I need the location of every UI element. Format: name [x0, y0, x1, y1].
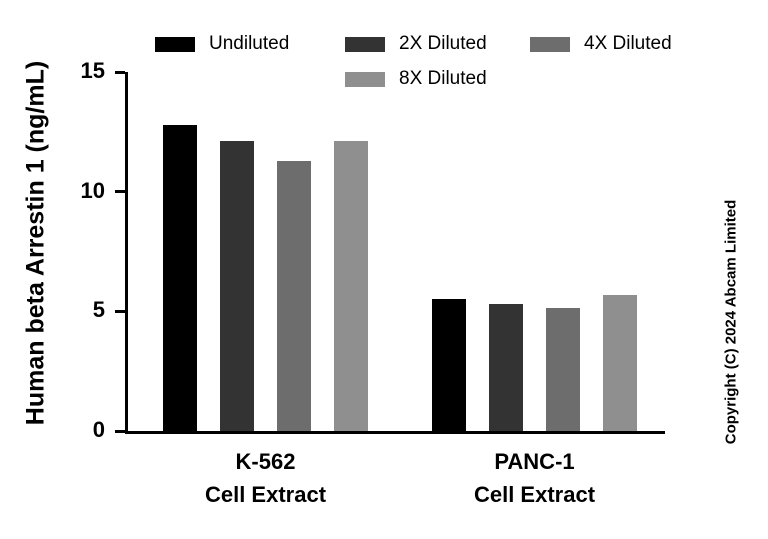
legend-label: 4X Diluted	[584, 33, 672, 54]
bar-undiluted	[432, 299, 466, 431]
legend-swatch	[530, 36, 570, 52]
bar-4x-diluted	[277, 160, 311, 431]
y-axis-tick	[115, 309, 125, 313]
category-label-line: PANC-1	[494, 449, 575, 474]
legend-item: 8X Diluted	[345, 68, 487, 90]
category-label-line: Cell Extract	[204, 482, 327, 507]
category-label: PANC-1 Cell Extract	[425, 445, 645, 511]
y-tick-label: 15	[80, 58, 105, 83]
bar-undiluted	[163, 124, 197, 431]
plot-area: 0 5 10 15 K-562 Cell Extract PANC-1 Cell Extrac…	[81, 60, 665, 507]
legend-swatch	[155, 36, 195, 52]
legend-label: Undiluted	[209, 33, 290, 54]
legend-item: 2X Diluted	[345, 33, 487, 55]
category-label-line: K-562	[235, 449, 296, 474]
legend-label: 2X Diluted	[399, 33, 487, 54]
y-axis-title: Human beta Arrestin 1 (ng/mL)	[21, 60, 50, 426]
bar-8x-diluted	[603, 294, 637, 431]
legend: Undiluted 2X Diluted 4X Diluted 8X Diluted	[0, 0, 768, 95]
y-tick-label: 0	[92, 417, 105, 442]
bar-2x-diluted	[489, 304, 523, 431]
y-axis-tick	[115, 190, 125, 194]
y-tick-label: 10	[80, 177, 105, 203]
y-axis-tick	[115, 70, 125, 74]
y-axis-tick	[115, 429, 125, 433]
bar-8x-diluted	[334, 141, 368, 431]
legend-item: Undiluted	[155, 33, 289, 55]
category-label-line: Cell Extract	[473, 482, 596, 507]
copyright-text: Copyright (C) 2024 Abcam Limited	[722, 199, 740, 445]
bar-2x-diluted	[220, 141, 254, 431]
y-tick-label: 5	[92, 297, 105, 323]
legend-swatch	[345, 36, 385, 52]
legend-item: 4X Diluted	[530, 33, 672, 55]
legend-label: 8X Diluted	[399, 68, 487, 89]
bar-4x-diluted	[546, 307, 580, 431]
legend-swatch	[345, 71, 385, 87]
category-label: K-562 Cell Extract	[156, 445, 376, 511]
